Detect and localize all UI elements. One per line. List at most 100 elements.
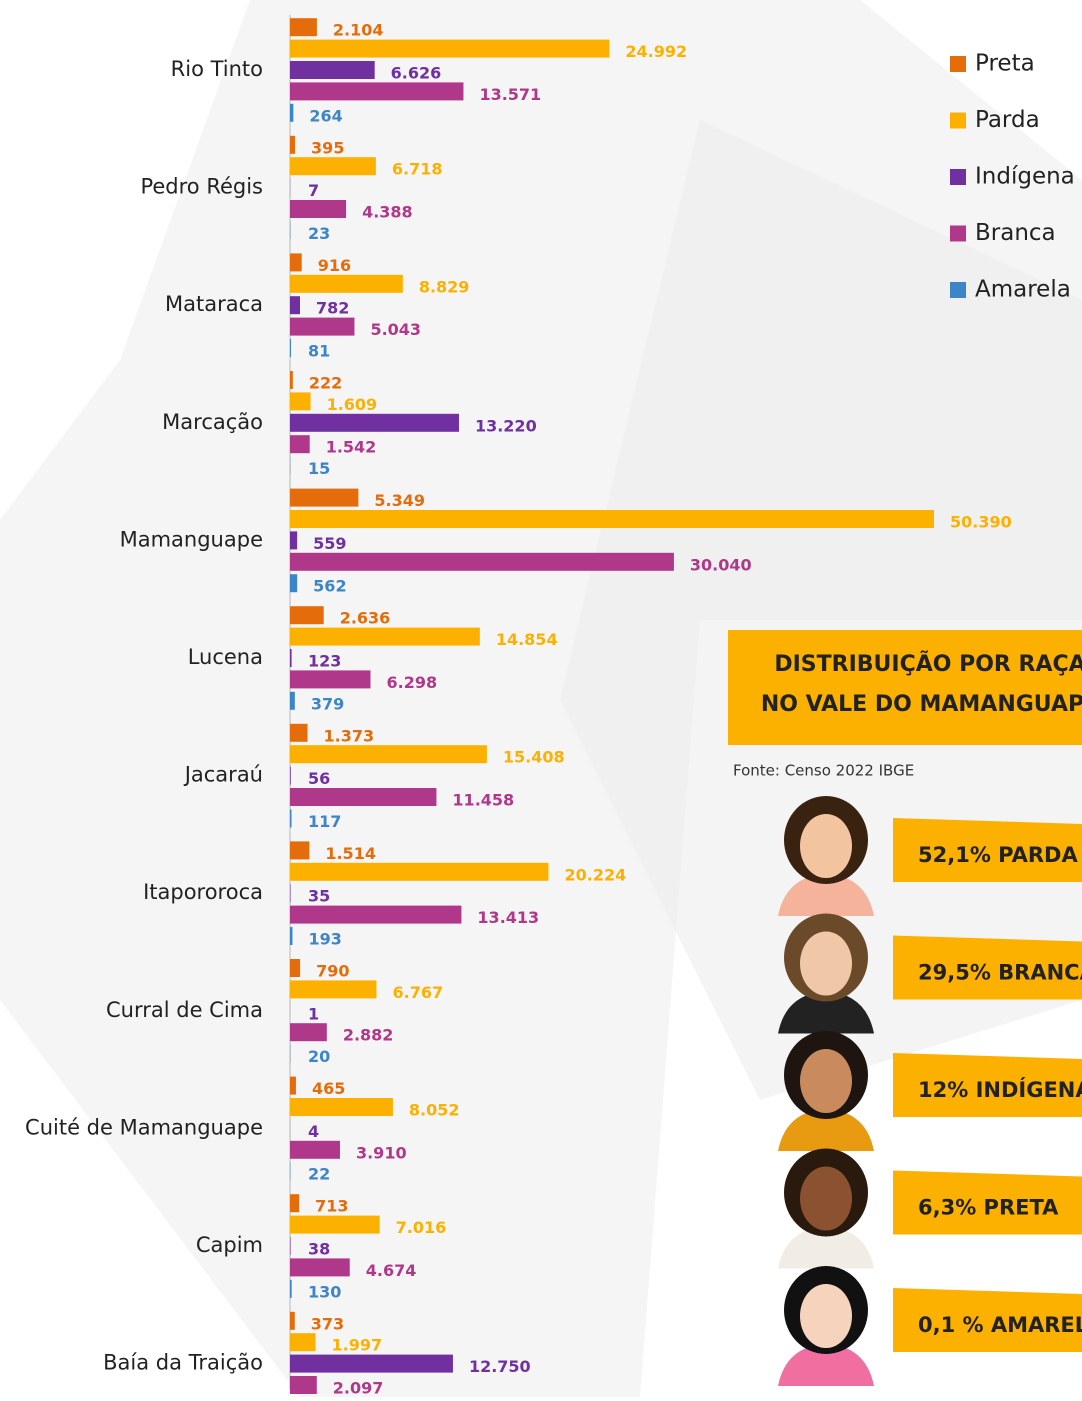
value-label: 790 xyxy=(316,962,349,981)
bar xyxy=(290,371,293,389)
bar xyxy=(290,670,370,688)
bar xyxy=(290,1023,327,1041)
value-label: 130 xyxy=(308,1282,341,1301)
value-label: 222 xyxy=(309,374,342,393)
value-label: 3.910 xyxy=(356,1143,407,1162)
avatar-face xyxy=(800,932,852,996)
legend-label: Preta xyxy=(975,51,1035,77)
category-label: Curral de Cima xyxy=(106,998,263,1022)
value-label: 1.609 xyxy=(327,395,378,414)
bar xyxy=(290,414,459,432)
value-label: 8.829 xyxy=(419,277,470,296)
category-label: Cuité de Mamanguape xyxy=(25,1115,263,1139)
source: Fonte: Censo 2022 IBGE xyxy=(733,762,914,780)
bar xyxy=(290,1141,340,1159)
bar xyxy=(290,157,376,175)
infographic: DISTRIBUIÇÃO POR RAÇA NO VALE DO MAMANGU… xyxy=(0,0,1082,1397)
avatar-face xyxy=(800,1167,852,1231)
avatar-face xyxy=(800,1049,852,1113)
value-label: 24.992 xyxy=(625,42,687,61)
bar xyxy=(290,745,487,763)
value-label: 1.373 xyxy=(324,726,375,745)
value-label: 81 xyxy=(308,342,330,361)
bar xyxy=(290,275,403,293)
legend-swatch xyxy=(950,169,966,185)
bar xyxy=(290,136,295,154)
value-label: 12.750 xyxy=(469,1357,531,1376)
value-label: 20 xyxy=(308,1047,330,1066)
bar xyxy=(290,788,436,806)
value-label: 4.388 xyxy=(362,203,413,222)
bar xyxy=(290,296,300,314)
bar xyxy=(290,649,292,667)
value-label: 123 xyxy=(308,652,341,671)
value-label: 23 xyxy=(308,224,330,243)
category-label: Jacaraú xyxy=(183,763,263,787)
legend-swatch xyxy=(950,56,966,72)
title-box xyxy=(728,630,1082,745)
value-label: 15 xyxy=(308,459,330,478)
category-label: Baía da Traição xyxy=(103,1351,263,1375)
value-label: 50.390 xyxy=(950,513,1012,532)
value-label: 562 xyxy=(313,577,346,596)
category-label: Rio Tinto xyxy=(171,57,263,81)
value-label: 35 xyxy=(308,887,330,906)
bar xyxy=(290,1098,393,1116)
bar xyxy=(290,1376,317,1394)
bar xyxy=(290,339,291,357)
value-label: 22 xyxy=(308,1165,330,1184)
bar xyxy=(290,1280,292,1298)
bar xyxy=(290,841,309,859)
highlight: 29,5% BRANCA xyxy=(918,961,1082,985)
bar xyxy=(290,692,295,710)
category-label: Marcação xyxy=(162,410,263,434)
bar xyxy=(290,1258,350,1276)
value-label: 6.298 xyxy=(386,673,437,692)
bar xyxy=(290,104,293,122)
bar xyxy=(290,318,354,336)
bar xyxy=(290,18,317,36)
value-label: 916 xyxy=(318,256,351,275)
value-label: 20.224 xyxy=(564,865,626,884)
panel-title: NO VALE DO MAMANGUAPE xyxy=(761,692,1082,717)
legend-swatch xyxy=(950,282,966,298)
value-label: 713 xyxy=(315,1197,348,1216)
legend-label: Branca xyxy=(975,220,1056,246)
bar xyxy=(290,767,291,785)
value-label: 7 xyxy=(308,181,319,200)
value-label: 15.408 xyxy=(503,748,565,767)
bar xyxy=(290,606,324,624)
bar xyxy=(290,40,609,58)
bar xyxy=(290,1333,316,1351)
value-label: 2.097 xyxy=(333,1379,384,1398)
bar xyxy=(290,1077,296,1095)
bar xyxy=(290,510,934,528)
bar xyxy=(290,1355,453,1373)
bar xyxy=(290,863,548,881)
bar xyxy=(290,980,376,998)
bar xyxy=(290,61,375,79)
category-label: Capim xyxy=(196,1233,263,1257)
bar xyxy=(290,392,311,410)
bar xyxy=(290,82,463,100)
value-label: 13.413 xyxy=(477,908,539,927)
category-label: Lucena xyxy=(188,645,263,669)
value-label: 56 xyxy=(308,769,330,788)
value-label: 5.349 xyxy=(374,491,425,510)
value-label: 2.882 xyxy=(343,1026,394,1045)
value-label: 395 xyxy=(311,138,344,157)
category-label: Itapororoca xyxy=(143,880,263,904)
value-label: 193 xyxy=(308,930,341,949)
category-label: Mataraca xyxy=(165,292,263,316)
value-label: 264 xyxy=(309,106,342,125)
avatar-face xyxy=(800,1284,852,1348)
value-label: 13.571 xyxy=(479,85,541,104)
category-label: Mamanguape xyxy=(120,527,263,551)
legend-swatch xyxy=(950,226,966,242)
value-label: 4 xyxy=(308,1122,319,1141)
bar xyxy=(290,1194,299,1212)
bar xyxy=(290,959,300,977)
value-label: 6.767 xyxy=(392,983,443,1002)
value-label: 379 xyxy=(311,694,344,713)
legend-swatch xyxy=(950,113,966,129)
